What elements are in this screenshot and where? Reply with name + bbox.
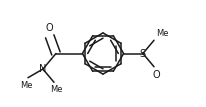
Text: O: O (152, 70, 160, 80)
Text: S: S (140, 48, 146, 59)
Text: Me: Me (50, 85, 62, 94)
Text: N: N (39, 64, 47, 74)
Text: Me: Me (156, 29, 169, 38)
Text: O: O (46, 23, 54, 33)
Text: Me: Me (20, 81, 32, 90)
